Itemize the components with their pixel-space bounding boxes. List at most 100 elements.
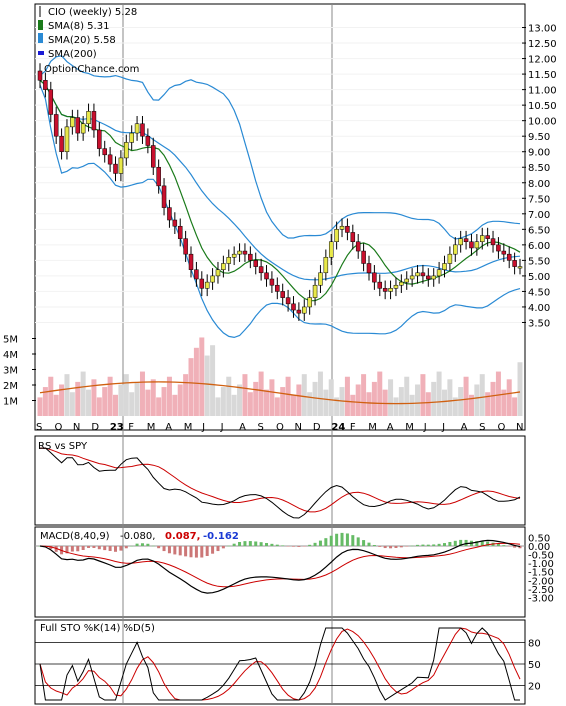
rs-line <box>39 447 521 519</box>
volume-bar <box>102 387 108 416</box>
candle-body <box>75 117 81 134</box>
volume-bar <box>490 381 496 416</box>
candle-body <box>463 238 469 243</box>
candle-body <box>124 142 129 159</box>
volume-bar <box>64 374 70 416</box>
candle-body <box>86 111 91 125</box>
price-tick-label: 9.50 <box>528 132 550 143</box>
volume-bar <box>242 374 248 416</box>
volume-bar <box>145 389 151 416</box>
macd-histogram-bar <box>200 546 204 558</box>
macd-histogram-bar <box>399 546 403 548</box>
volume-bar <box>398 387 404 416</box>
macd-histogram-bar <box>275 544 279 546</box>
price-candles <box>37 63 523 321</box>
macd-histogram-bar <box>442 543 446 546</box>
volume-bar <box>269 379 275 416</box>
volume-bar <box>388 379 394 416</box>
macd-histogram-bar <box>184 546 188 557</box>
volume-bar <box>350 394 356 416</box>
candle-body <box>431 275 436 280</box>
macd-line <box>39 539 521 594</box>
macd-histogram-bar <box>87 546 91 548</box>
macd-tick-label: -2.50 <box>528 585 554 596</box>
legend-sma8-swatch <box>38 20 43 30</box>
macd-histogram-bar <box>486 541 490 546</box>
macd-histogram-bar <box>281 545 285 546</box>
macd-histogram-bar <box>513 546 517 548</box>
volume-bar <box>80 371 86 416</box>
volume-average-line <box>39 381 521 405</box>
volume-bar <box>215 397 221 416</box>
macd-histogram-bar <box>216 546 220 552</box>
candle-body <box>496 244 501 252</box>
candle-body <box>80 123 86 134</box>
candle-body <box>382 288 388 292</box>
macd-histogram-bar <box>480 541 484 546</box>
macd-histogram-bar <box>221 546 225 549</box>
candle-body <box>37 70 43 81</box>
month-label: M <box>147 422 156 433</box>
volume-bar <box>420 374 426 416</box>
macd-histogram-bar <box>421 544 425 546</box>
candle-body <box>372 272 377 283</box>
candle-body <box>469 241 474 249</box>
candle-body <box>172 219 178 227</box>
macd-histogram-bar <box>286 546 290 547</box>
candle-body <box>280 291 285 298</box>
candle-body <box>48 89 54 115</box>
volume-bar <box>172 394 178 416</box>
sma20-line <box>39 79 521 281</box>
volume-tick-label: 4M <box>3 350 18 361</box>
rs-average-line <box>39 447 521 513</box>
candle-body <box>345 225 350 233</box>
macd-histogram-bar <box>448 541 452 546</box>
price-tick-label: 4.50 <box>528 287 550 298</box>
volume-bars <box>37 337 523 416</box>
volume-bar <box>458 387 464 416</box>
candle-body <box>248 253 253 261</box>
candle-body <box>118 157 124 174</box>
macd-histogram-bar <box>92 546 96 548</box>
candle-body <box>436 269 442 277</box>
candle-body <box>490 238 496 246</box>
price-tick-label: 8.50 <box>528 163 550 174</box>
volume-bar <box>177 384 183 416</box>
volume-tick-label: 3M <box>3 366 18 377</box>
price-tick-label: 10.50 <box>528 101 557 112</box>
volume-bar <box>317 371 323 416</box>
volume-bar <box>431 381 437 416</box>
month-label: 23 <box>110 422 124 433</box>
volume-bar <box>53 394 59 416</box>
macd-histogram-bar <box>351 535 355 546</box>
volume-bar <box>118 384 124 416</box>
volume-bar <box>91 379 97 416</box>
candle-body <box>328 241 334 258</box>
macd-histogram-bar <box>270 543 274 546</box>
volume-bar <box>150 379 156 416</box>
macd-histogram-bar <box>426 544 430 546</box>
candle-body <box>199 278 205 289</box>
candle-body <box>97 129 102 149</box>
candle-body <box>151 145 156 168</box>
month-label: D <box>91 422 99 433</box>
macd-histogram-bar <box>416 544 420 546</box>
macd-histogram-bar <box>340 532 344 546</box>
candle-body <box>237 250 242 255</box>
volume-bar <box>506 379 512 416</box>
volume-bar <box>393 397 399 416</box>
macd-tick-label: -2.00 <box>528 576 554 587</box>
candle-body <box>285 297 291 305</box>
month-label: S <box>479 422 485 433</box>
price-tick-label: 6.50 <box>528 225 550 236</box>
price-tick-label: 5.00 <box>528 272 550 283</box>
candle-body <box>458 238 463 246</box>
volume-bar <box>156 397 162 416</box>
macd-histogram-bar <box>291 546 295 547</box>
month-label: O <box>498 422 506 433</box>
candle-body <box>307 297 312 308</box>
volume-bar <box>107 376 113 416</box>
price-tick-label: 3.50 <box>528 318 550 329</box>
candle-body <box>426 275 431 280</box>
candle-body <box>145 135 151 146</box>
